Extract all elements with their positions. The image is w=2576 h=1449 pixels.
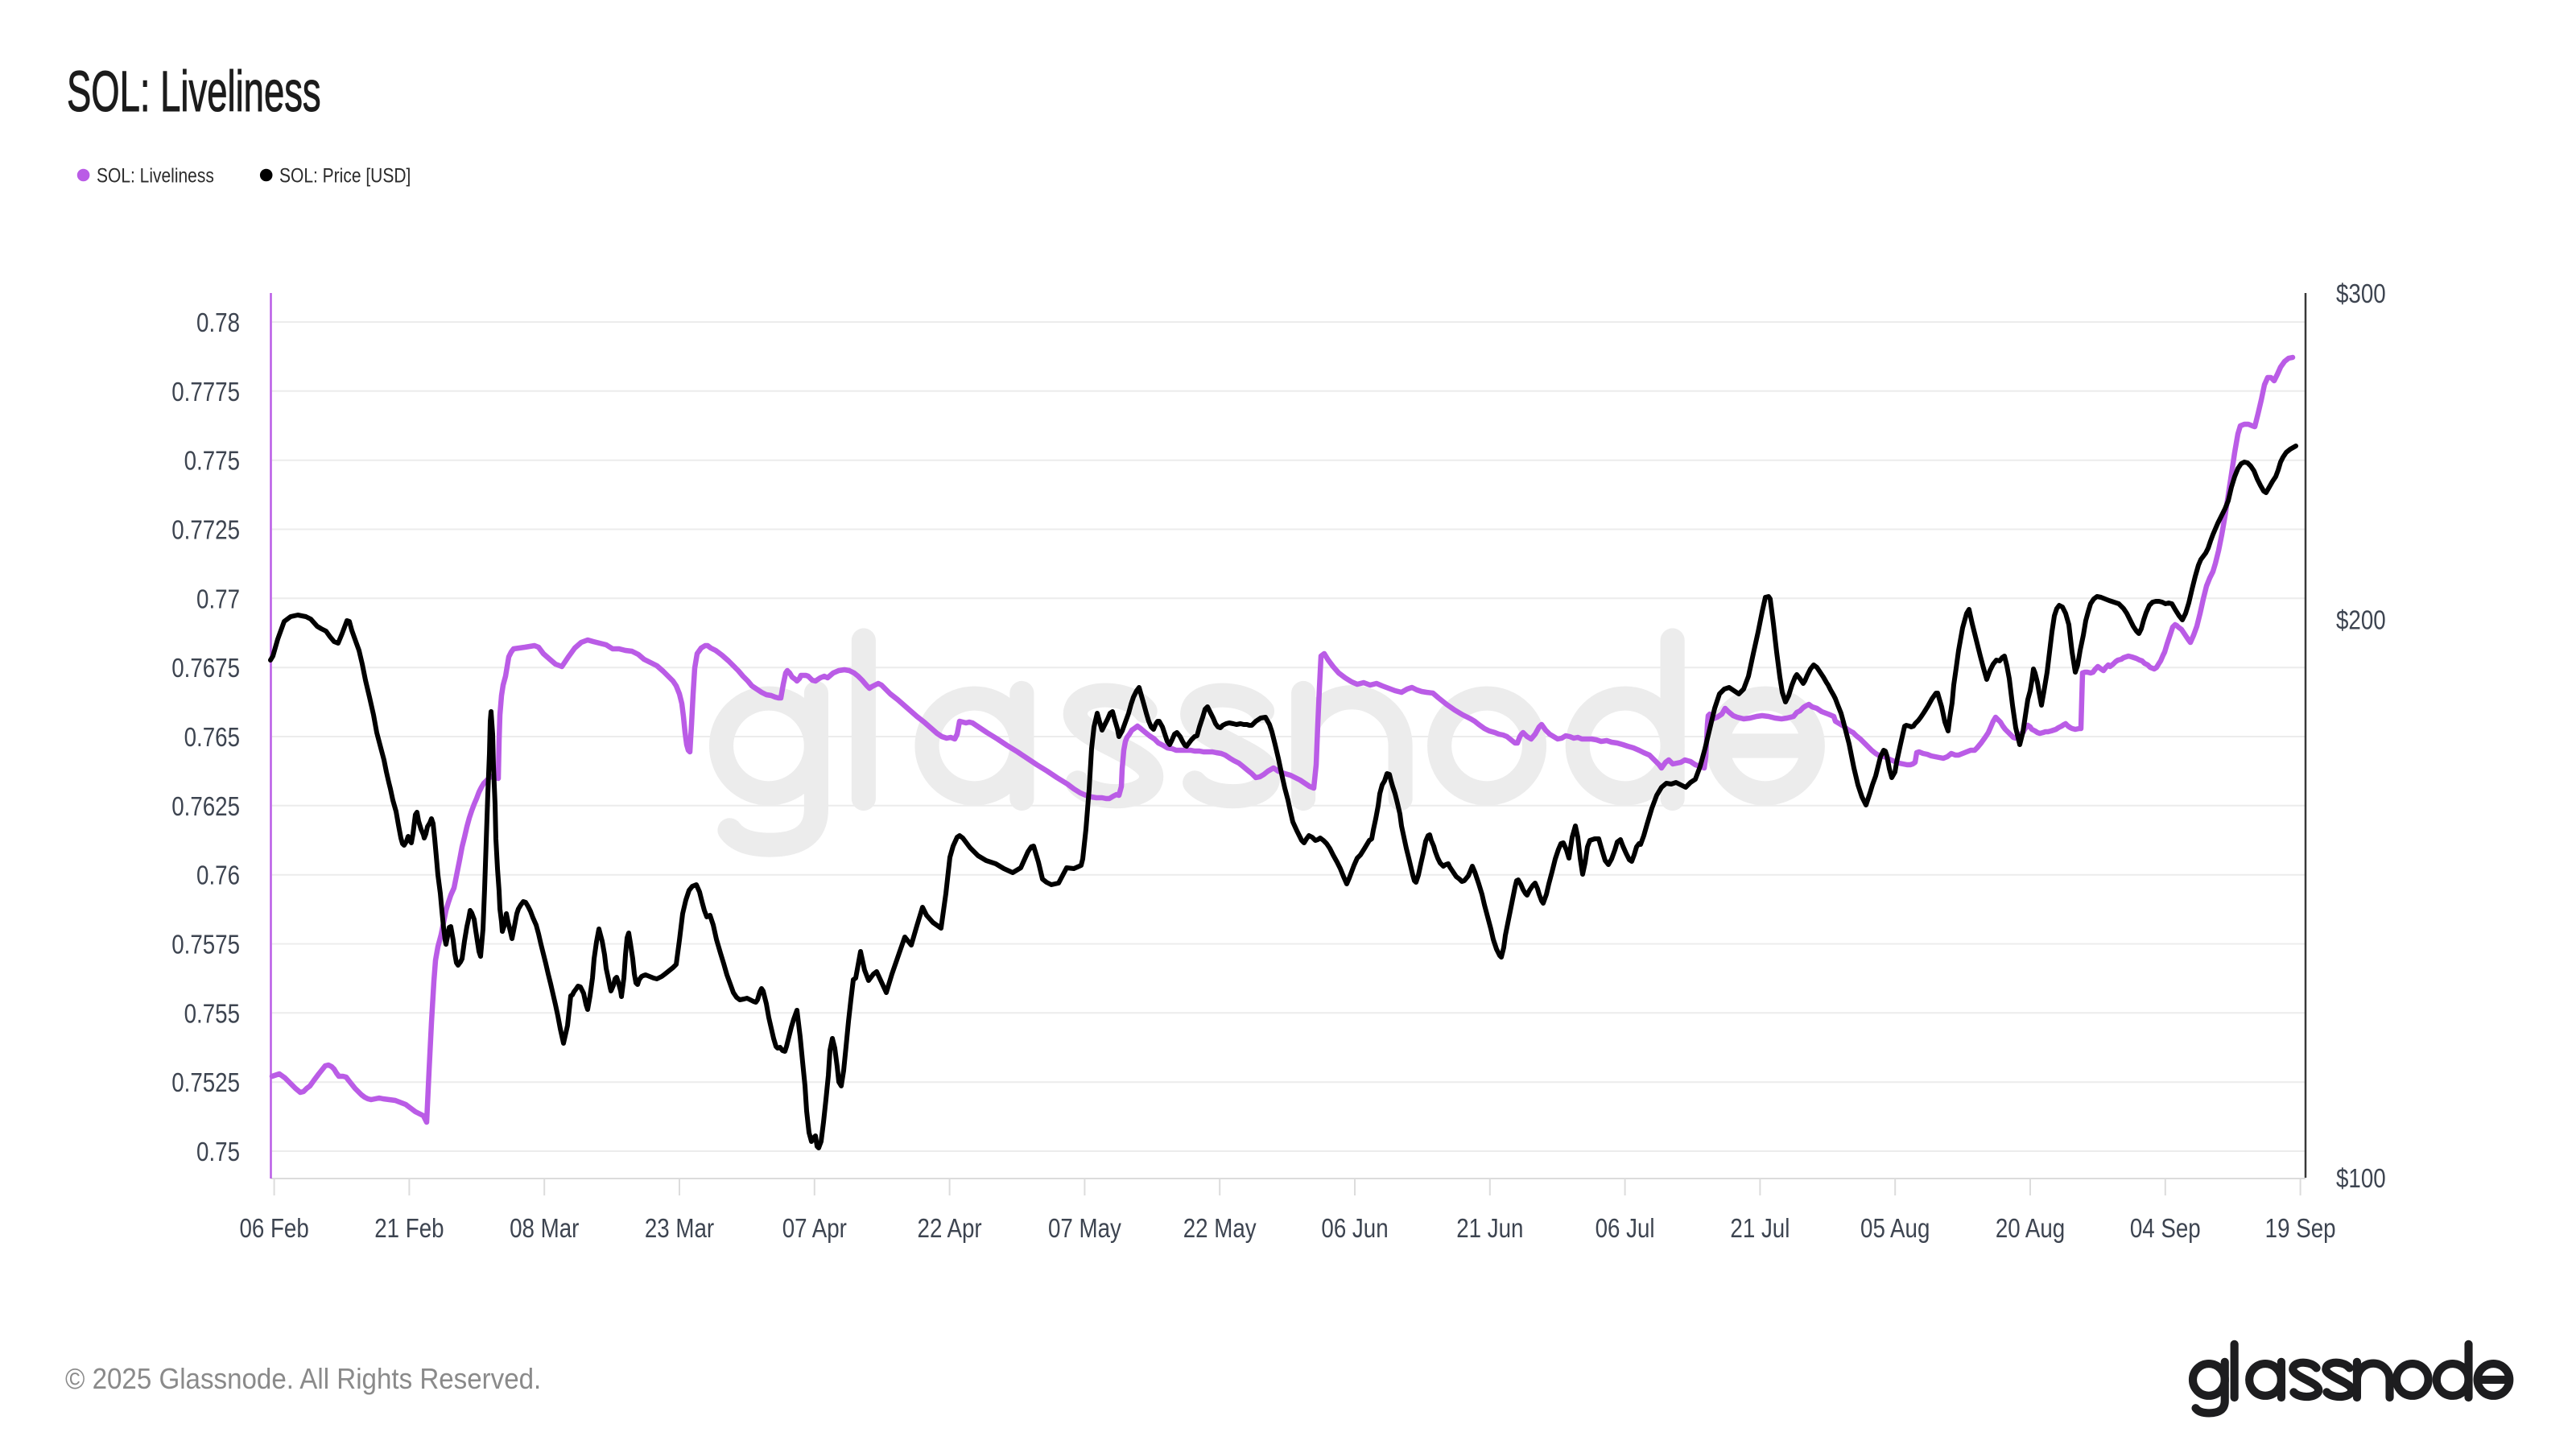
- svg-text:0.75: 0.75: [196, 1137, 240, 1167]
- svg-text:0.775: 0.775: [184, 446, 240, 476]
- svg-text:SOL: Price [USD]: SOL: Price [USD]: [279, 164, 411, 187]
- svg-text:$100: $100: [2336, 1164, 2386, 1194]
- svg-text:22 Apr: 22 Apr: [918, 1214, 982, 1244]
- svg-text:07 May: 07 May: [1048, 1214, 1122, 1244]
- svg-text:08 Mar: 08 Mar: [510, 1214, 579, 1244]
- svg-text:0.765: 0.765: [184, 723, 240, 753]
- svg-text:SOL: Liveliness: SOL: Liveliness: [97, 164, 214, 187]
- svg-text:© 2025 Glassnode. All Rights R: © 2025 Glassnode. All Rights Reserved.: [65, 1364, 541, 1396]
- svg-text:0.7625: 0.7625: [171, 792, 240, 822]
- svg-text:0.76: 0.76: [196, 861, 240, 890]
- svg-text:0.7675: 0.7675: [171, 654, 240, 683]
- svg-text:0.7575: 0.7575: [171, 930, 240, 960]
- svg-text:06 Jul: 06 Jul: [1596, 1214, 1655, 1244]
- svg-text:$200: $200: [2336, 605, 2386, 635]
- svg-text:20 Aug: 20 Aug: [1996, 1214, 2065, 1244]
- svg-text:19 Sep: 19 Sep: [2265, 1214, 2336, 1244]
- svg-text:SOL: Liveliness: SOL: Liveliness: [67, 60, 321, 124]
- svg-text:23 Mar: 23 Mar: [645, 1214, 714, 1244]
- svg-text:06 Jun: 06 Jun: [1321, 1214, 1388, 1244]
- svg-text:0.7525: 0.7525: [171, 1068, 240, 1098]
- svg-text:0.7725: 0.7725: [171, 515, 240, 545]
- svg-text:22 May: 22 May: [1183, 1214, 1257, 1244]
- svg-text:$300: $300: [2336, 279, 2386, 309]
- svg-text:0.77: 0.77: [196, 584, 240, 614]
- svg-text:0.755: 0.755: [184, 999, 240, 1029]
- svg-text:0.7775: 0.7775: [171, 378, 240, 407]
- svg-text:06 Feb: 06 Feb: [239, 1214, 308, 1244]
- svg-text:21 Feb: 21 Feb: [374, 1214, 444, 1244]
- svg-text:05 Aug: 05 Aug: [1860, 1214, 1930, 1244]
- svg-text:21 Jul: 21 Jul: [1730, 1214, 1790, 1244]
- svg-text:0.78: 0.78: [196, 308, 240, 338]
- svg-text:21 Jun: 21 Jun: [1456, 1214, 1523, 1244]
- svg-text:04 Sep: 04 Sep: [2130, 1214, 2201, 1244]
- svg-text:07 Apr: 07 Apr: [782, 1214, 847, 1244]
